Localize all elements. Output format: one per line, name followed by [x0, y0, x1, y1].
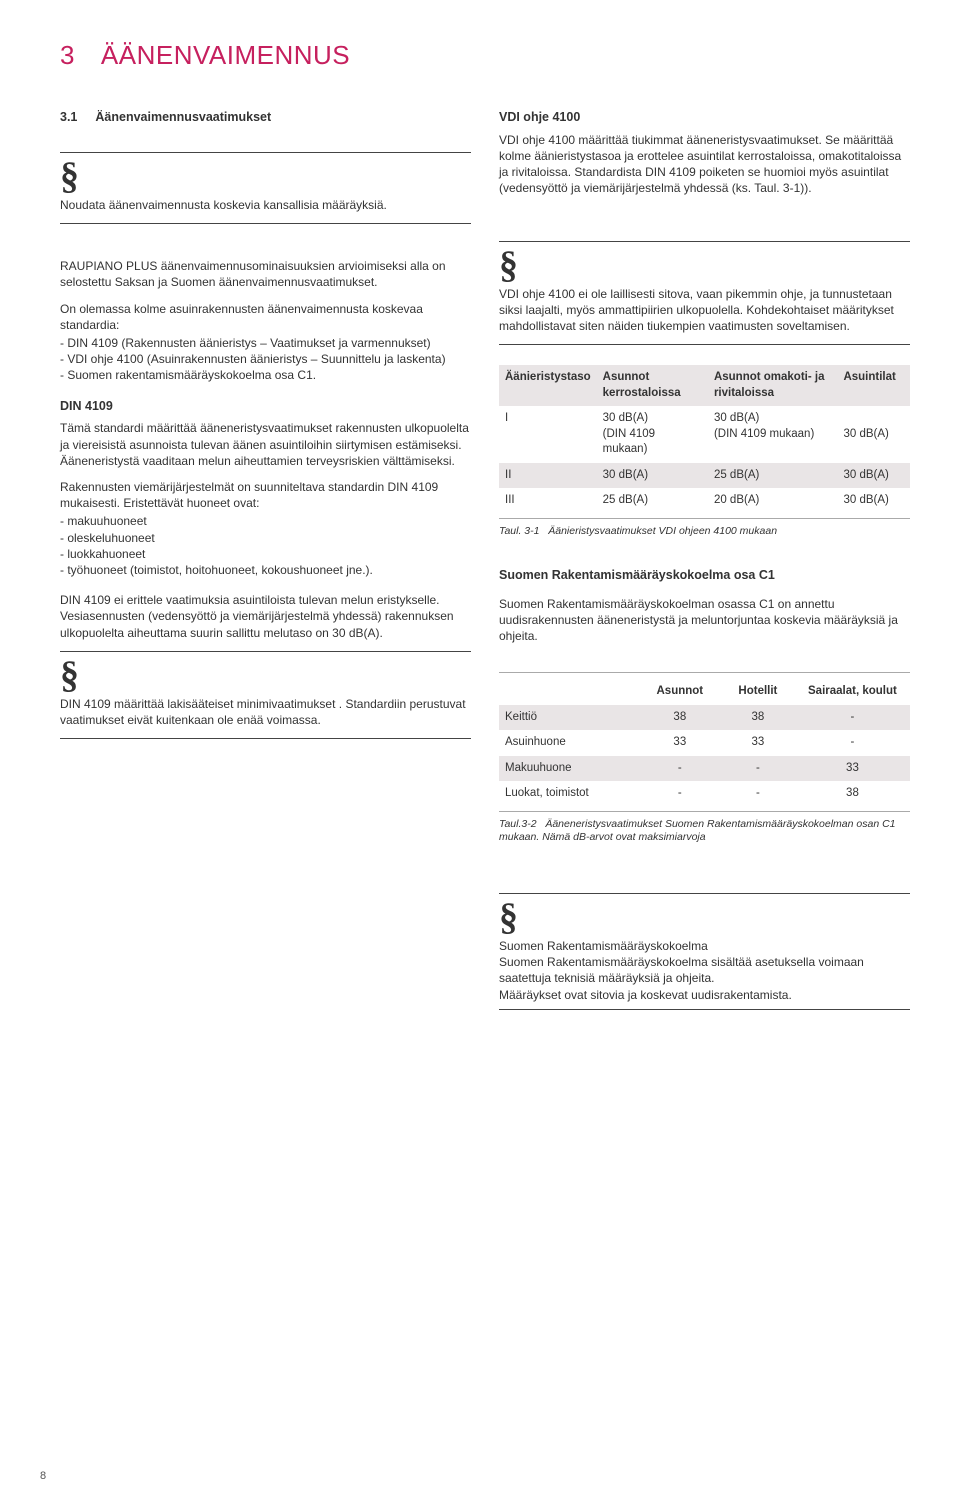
- table-header: Asunnot omakoti- ja rivitaloissa: [708, 365, 838, 406]
- list-item: - DIN 4109 (Rakennusten äänieristys – Va…: [60, 335, 471, 351]
- table-header: Asuintilat: [837, 365, 910, 406]
- page-number: 8: [40, 1470, 46, 1482]
- table-row: II 30 dB(A) 25 dB(A) 30 dB(A): [499, 463, 910, 489]
- table-row: III 25 dB(A) 20 dB(A) 30 dB(A): [499, 488, 910, 514]
- table-cell: Makuuhuone: [499, 756, 639, 782]
- table-cell: Luokat, toimistot: [499, 781, 639, 807]
- table-cell: 33: [721, 730, 795, 756]
- list-item: - makuuhuoneet: [60, 513, 471, 529]
- table-cell: III: [499, 488, 597, 514]
- table-cell: 38: [721, 705, 795, 731]
- list-item: - luokkahuoneet: [60, 546, 471, 562]
- list-item: - työhuoneet (toimistot, hoitohuoneet, k…: [60, 562, 471, 578]
- list-item: - Suomen rakentamismääräyskokoelma osa C…: [60, 367, 471, 383]
- table-cell: II: [499, 463, 597, 489]
- table-cell: -: [721, 781, 795, 807]
- body-text: On olemassa kolme asuinrakennusten äänen…: [60, 301, 471, 333]
- body-text: RAUPIANO PLUS äänenvaimennusominaisuuksi…: [60, 258, 471, 290]
- table-cell: 30 dB(A): [837, 463, 910, 489]
- left-column: 3.1 Äänenvaimennusvaatimukset § Noudata …: [60, 109, 471, 1016]
- notice-text: Määräykset ovat sitovia ja koskevat uudi…: [499, 987, 910, 1003]
- table-cell: -: [795, 730, 910, 756]
- table-row: I 30 dB(A)(DIN 4109 mukaan) 30 dB(A)(DIN…: [499, 406, 910, 463]
- section-title: ÄÄNENVAIMENNUS: [101, 40, 350, 71]
- notice-text: Noudata äänenvaimennusta koskevia kansal…: [60, 197, 471, 213]
- table-cell: -: [795, 705, 910, 731]
- section-header: 3 ÄÄNENVAIMENNUS: [60, 40, 910, 71]
- body-text: Tämä standardi määrittää ääneneristysvaa…: [60, 420, 471, 469]
- vdi-heading: VDI ohje 4100: [499, 109, 910, 126]
- table-header: Äänieristystaso: [499, 365, 597, 406]
- table-row: Luokat, toimistot - - 38: [499, 781, 910, 807]
- notice-text: VDI ohje 4100 ei ole laillisesti sitova,…: [499, 286, 910, 335]
- table-cell: 30 dB(A): [837, 488, 910, 514]
- table-cell: Keittiö: [499, 705, 639, 731]
- notice-text: Suomen Rakentamismääräyskokoelma: [499, 938, 910, 954]
- table-header: [499, 679, 639, 705]
- body-text: Rakennusten viemärijärjestelmät on suunn…: [60, 479, 471, 511]
- table-row: Asuinhuone 33 33 -: [499, 730, 910, 756]
- table-cell: 38: [795, 781, 910, 807]
- table-caption: Taul. 3-1 Äänieristysvaatimukset VDI ohj…: [499, 525, 910, 539]
- table-header: Asunnot: [639, 679, 721, 705]
- table-header: Sairaalat, koulut: [795, 679, 910, 705]
- table-cell: 25 dB(A): [597, 488, 708, 514]
- body-text: Suomen Rakentamismääräyskokoelman osassa…: [499, 596, 910, 645]
- body-text: DIN 4109 ei erittele vaatimuksia asuinti…: [60, 592, 471, 641]
- table-3-1: Äänieristystaso Asunnot kerrostaloissa A…: [499, 365, 910, 514]
- table-row: Makuuhuone - - 33: [499, 756, 910, 782]
- c1-heading: Suomen Rakentamismääräyskokoelma osa C1: [499, 567, 910, 584]
- table-cell: 25 dB(A): [708, 463, 838, 489]
- table-cell: 30 dB(A): [597, 463, 708, 489]
- din-heading: DIN 4109: [60, 398, 471, 415]
- table-cell: 33: [795, 756, 910, 782]
- table-cell: -: [639, 781, 721, 807]
- table-cell: 30 dB(A): [837, 406, 910, 463]
- table-header: Asunnot kerrostaloissa: [597, 365, 708, 406]
- table-cell: 20 dB(A): [708, 488, 838, 514]
- table-cell: 30 dB(A)(DIN 4109 mukaan): [708, 406, 838, 463]
- table-cell: 30 dB(A)(DIN 4109 mukaan): [597, 406, 708, 463]
- table-header: Hotellit: [721, 679, 795, 705]
- table-cell: -: [639, 756, 721, 782]
- body-text: VDI ohje 4100 määrittää tiukimmat äänene…: [499, 132, 910, 197]
- table-3-2: Asunnot Hotellit Sairaalat, koulut Keitt…: [499, 679, 910, 807]
- subsection-number: 3.1: [60, 109, 77, 126]
- notice-text: Suomen Rakentamismääräyskokoelma sisältä…: [499, 954, 910, 986]
- table-cell: I: [499, 406, 597, 463]
- notice-text: DIN 4109 määrittää lakisääteiset minimiv…: [60, 696, 471, 728]
- table-cell: 38: [639, 705, 721, 731]
- section-sign-icon: §: [60, 658, 471, 692]
- list-item: - oleskeluhuoneet: [60, 530, 471, 546]
- list-item: - VDI ohje 4100 (Asuinrakennusten äänier…: [60, 351, 471, 367]
- right-column: VDI ohje 4100 VDI ohje 4100 määrittää ti…: [499, 109, 910, 1016]
- table-cell: Asuinhuone: [499, 730, 639, 756]
- subsection-title: Äänenvaimennusvaatimukset: [95, 109, 271, 126]
- section-sign-icon: §: [60, 159, 471, 193]
- table-row: Keittiö 38 38 -: [499, 705, 910, 731]
- section-sign-icon: §: [499, 900, 910, 934]
- table-caption: Taul.3-2 Ääneneristysvaatimukset Suomen …: [499, 818, 910, 845]
- table-cell: -: [721, 756, 795, 782]
- section-number: 3: [60, 40, 74, 71]
- table-cell: 33: [639, 730, 721, 756]
- section-sign-icon: §: [499, 248, 910, 282]
